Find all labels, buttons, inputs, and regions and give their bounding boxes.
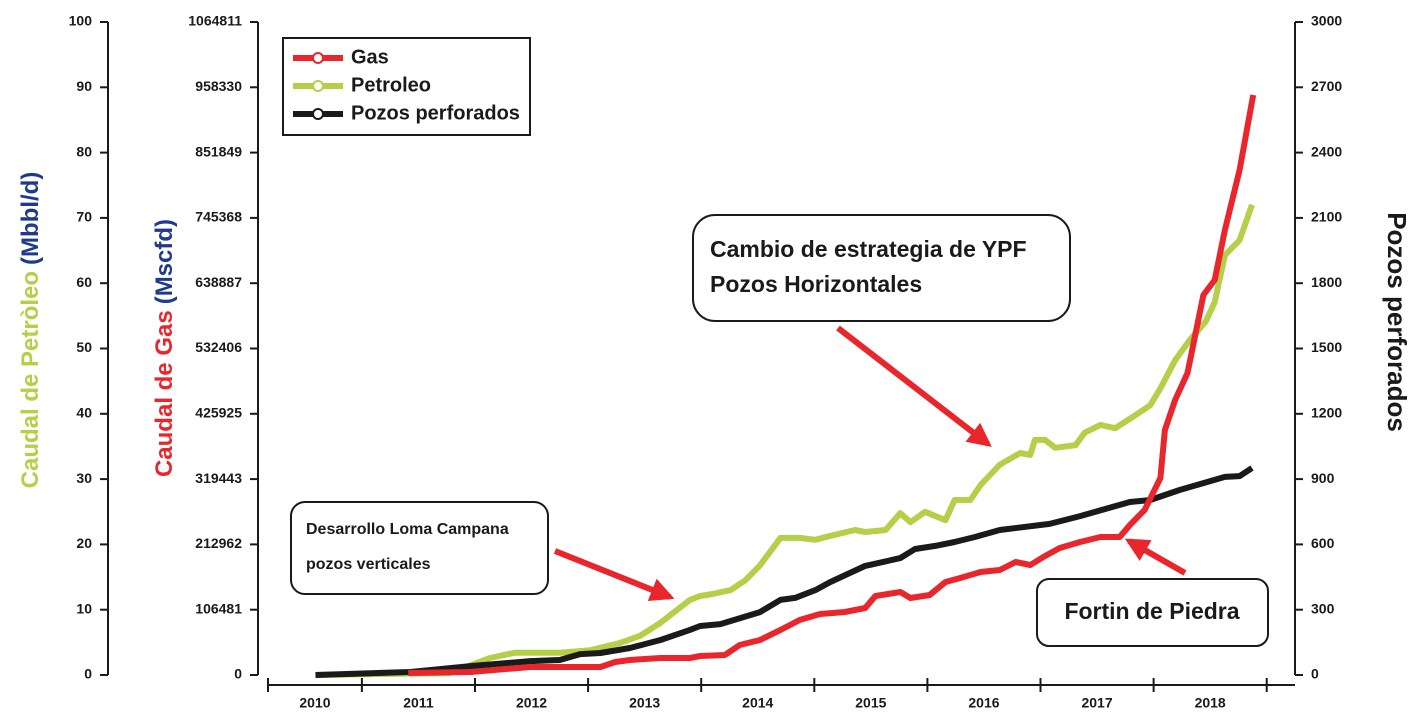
y-tick-label: 319443	[195, 470, 242, 486]
y-tick-label: 3000	[1311, 13, 1342, 29]
annotation-text: Cambio de estrategia de YPF	[710, 236, 1027, 262]
plot	[315, 94, 1257, 678]
y-tick-label: 532406	[195, 339, 242, 355]
y-tick-label: 212962	[195, 535, 242, 551]
y-tick-label: 1500	[1311, 339, 1342, 355]
arrows	[553, 325, 1187, 602]
y-tick-label: 80	[76, 143, 92, 159]
axis-title-part: (Mscfd)	[151, 219, 178, 304]
x-tick-label: 2018	[1195, 695, 1226, 711]
y-tick-label: 900	[1311, 470, 1335, 486]
x-tick-label: 2013	[629, 695, 660, 711]
y-tick-label: 0	[234, 666, 242, 682]
y-tick-label: 1200	[1311, 405, 1342, 421]
x-tick-label: 2010	[299, 695, 330, 711]
arrow	[553, 548, 675, 602]
x-tick-label: 2016	[968, 695, 999, 711]
annotation-box	[290, 501, 549, 595]
series-line	[408, 94, 1257, 676]
y-tick-label: 30	[76, 470, 92, 486]
axis-title: Caudal de Gas (Mscfd)	[151, 219, 178, 477]
y-tick-label: 1064811	[188, 13, 242, 29]
arrow	[836, 325, 992, 447]
axis-title-part: Caudal de Petròleo	[17, 271, 44, 488]
y-tick-label: 40	[76, 405, 92, 421]
y-tick-label: 0	[84, 666, 92, 682]
x-tick-label: 2011	[403, 695, 434, 711]
annotation-text: Fortin de Piedra	[1064, 598, 1239, 624]
y-tick-label: 0	[1311, 666, 1319, 682]
x-tick-label: 2017	[1081, 695, 1112, 711]
legend-label: Pozos perforados	[351, 102, 520, 124]
series-line	[315, 465, 1254, 678]
y-tick-label: 425925	[195, 405, 242, 421]
legend-label: Gas	[351, 46, 389, 68]
y-tick-label: 638887	[195, 274, 242, 290]
y-tick-label: 745368	[195, 209, 242, 225]
y-tick-label: 106481	[195, 600, 242, 616]
axis-title: Caudal de Petròleo (Mbbl/d)	[17, 172, 44, 489]
y-tick-label: 2100	[1311, 209, 1342, 225]
annotation-text: Pozos Horizontales	[710, 271, 922, 297]
axis-title: Pozos perforados	[1382, 212, 1412, 432]
x-tick-label: 2012	[516, 695, 547, 711]
annotation-text: pozos verticales	[306, 556, 431, 573]
y-tick-label: 70	[76, 209, 92, 225]
y-tick-label: 90	[76, 78, 92, 94]
arrow	[1124, 538, 1187, 576]
legend-marker	[312, 52, 324, 64]
y-tick-label: 600	[1311, 535, 1335, 551]
y-tick-label: 60	[76, 274, 92, 290]
y-tick-label: 958330	[195, 78, 242, 94]
annotation-box	[692, 214, 1071, 322]
annotation-box	[1036, 578, 1269, 647]
y-tick-label: 50	[76, 339, 92, 355]
y-tick-label: 1800	[1311, 274, 1342, 290]
y-tick-label: 20	[76, 535, 92, 551]
axis-title-part: Caudal de Gas	[151, 310, 178, 477]
x-tick-label: 2014	[742, 695, 773, 711]
annotation-text: Desarrollo Loma Campana	[306, 521, 509, 538]
legend-marker	[312, 108, 324, 120]
axis-title-part: (Mbbl/d)	[17, 172, 44, 265]
y-tick-label: 2400	[1311, 143, 1342, 159]
legend-marker	[312, 80, 324, 92]
series-line	[315, 203, 1255, 678]
y-tick-label: 300	[1311, 600, 1335, 616]
y-tick-label: 100	[69, 13, 93, 29]
y-tick-label: 2700	[1311, 78, 1342, 94]
x-tick-label: 2015	[855, 695, 886, 711]
legend-label: Petroleo	[351, 74, 431, 96]
y-tick-label: 851849	[195, 143, 242, 159]
y-tick-label: 10	[76, 600, 92, 616]
